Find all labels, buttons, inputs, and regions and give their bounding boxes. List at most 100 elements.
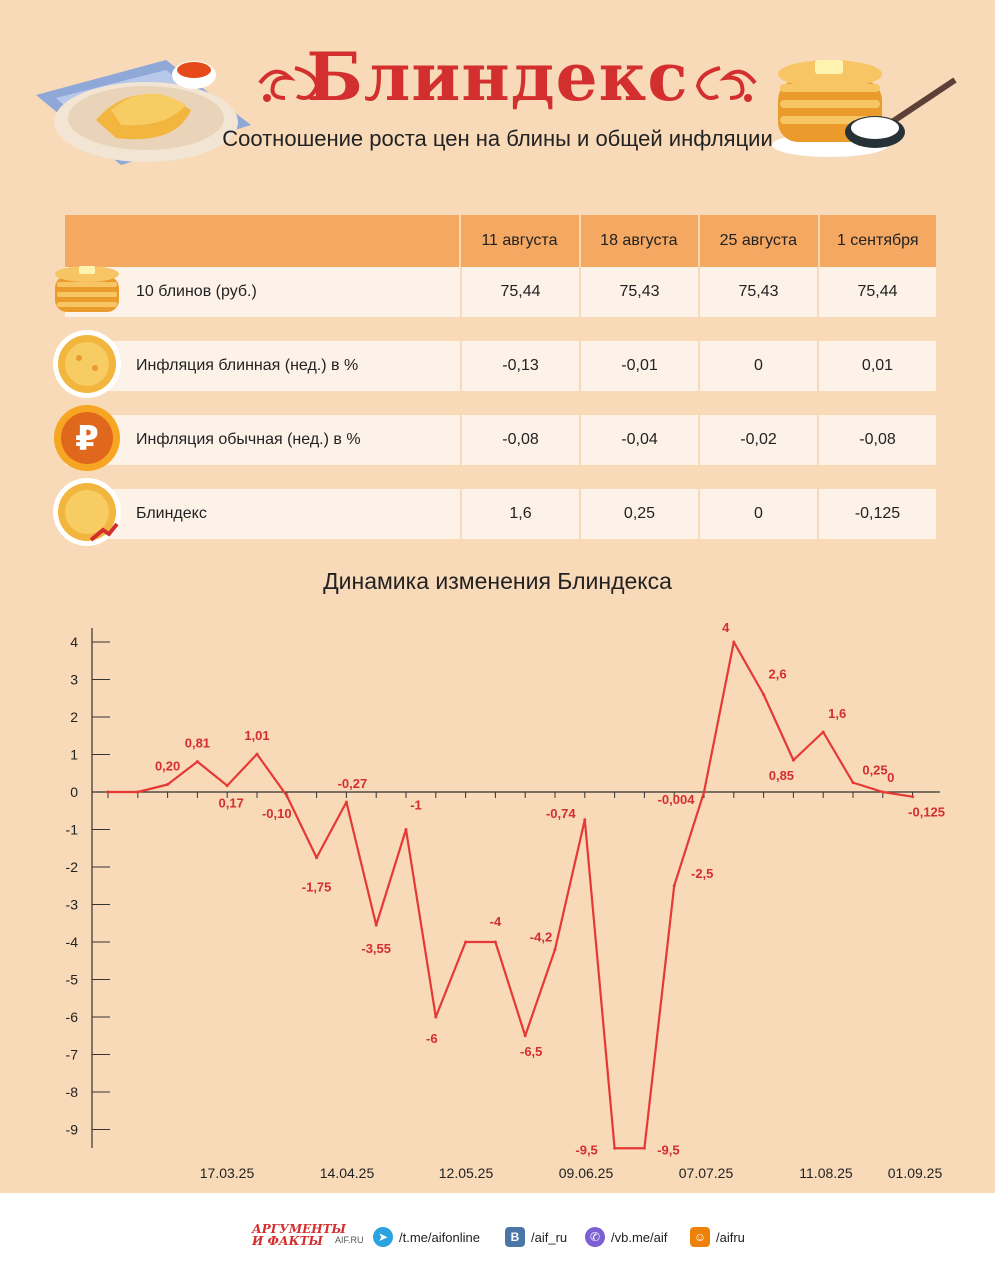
table-cell: -0,13 [460, 341, 579, 391]
y-tick-label: -9 [66, 1122, 79, 1138]
viber-link[interactable]: ✆ /vb.me/aif [585, 1227, 667, 1247]
data-point [911, 795, 915, 799]
y-tick-label: 3 [70, 672, 78, 688]
data-label: 4 [722, 620, 730, 635]
table-cell: 0 [698, 489, 817, 539]
telegram-link[interactable]: ➤ /t.me/aifonline [373, 1227, 480, 1247]
data-label: -3,55 [361, 941, 391, 956]
table-header: 11 августа 18 августа 25 августа 1 сентя… [65, 215, 936, 267]
data-label: 1,6 [828, 706, 846, 721]
y-tick-label: -8 [66, 1084, 79, 1100]
table-cell: 0 [698, 341, 817, 391]
data-label: -6 [426, 1031, 438, 1046]
y-tick-label: -6 [66, 1009, 79, 1025]
pancake-arrow-icon [53, 478, 121, 546]
table-cell: -0,01 [579, 341, 698, 391]
data-point [553, 948, 557, 951]
data-label: -0,74 [546, 806, 576, 821]
data-label: 0,20 [155, 759, 180, 774]
data-label: -0,10 [262, 806, 292, 821]
data-label: 1,01 [244, 728, 269, 743]
x-tick-label: 14.04.25 [320, 1165, 375, 1181]
table-cell: -0,08 [460, 415, 579, 465]
column-header: 11 августа [459, 215, 578, 267]
data-point [523, 1034, 527, 1038]
data-point [881, 790, 885, 794]
vk-icon: В [505, 1227, 525, 1247]
y-tick-label: 2 [70, 709, 78, 725]
footer: АРГУМЕНТЫ И ФАКТЫ AIF.RU ➤ /t.me/aifonli… [0, 1193, 995, 1271]
x-tick-label: 12.05.25 [439, 1165, 494, 1181]
data-point [672, 884, 676, 888]
odnoklassniki-link[interactable]: ☺ /aifru [690, 1227, 745, 1247]
x-tick-label: 17.03.25 [200, 1165, 255, 1181]
data-label: 0,81 [185, 736, 210, 751]
data-label: -9,5 [657, 1142, 679, 1157]
svg-text:₽: ₽ [75, 419, 99, 459]
column-header: 25 августа [698, 215, 817, 267]
table-cell: 0,25 [579, 489, 698, 539]
column-header: 18 августа [578, 215, 698, 267]
data-label: -2,5 [691, 866, 713, 881]
data-point [702, 790, 706, 794]
data-point [464, 940, 468, 944]
data-label: -6,5 [520, 1044, 542, 1059]
data-point [762, 693, 766, 696]
row-label: Инфляция обычная (нед.) в % [136, 431, 361, 448]
row-label: 10 блинов (руб.) [136, 283, 257, 300]
data-label: -0,125 [908, 805, 945, 820]
telegram-icon: ➤ [373, 1227, 393, 1247]
page-title: Блиндекс [306, 38, 689, 116]
data-point [613, 1146, 617, 1150]
data-point [315, 856, 319, 860]
x-tick-label: 01.09.25 [888, 1165, 943, 1181]
x-tick-label: 09.06.25 [559, 1165, 614, 1181]
data-point [374, 923, 378, 927]
data-label: 0,85 [769, 768, 794, 783]
pancake-icon [53, 330, 121, 398]
y-tick-label: 4 [70, 634, 78, 650]
data-point [642, 1146, 646, 1150]
data-label: -0,004 [658, 792, 696, 807]
data-label: -9,5 [575, 1142, 597, 1157]
pancake-stack-icon [55, 266, 119, 312]
data-point [344, 800, 348, 804]
series-line [108, 640, 913, 1150]
table-cell: 75,44 [460, 267, 579, 317]
data-label: 2,6 [769, 667, 787, 682]
data-point [195, 760, 199, 764]
data-point [732, 640, 736, 644]
data-point [136, 790, 140, 794]
odnoklassniki-icon: ☺ [690, 1227, 710, 1247]
data-label: -1,75 [302, 880, 332, 895]
table-row: Блиндекс 1,6 0,25 0 -0,125 [53, 478, 936, 546]
blindex-table: 11 августа 18 августа 25 августа 1 сентя… [53, 215, 936, 546]
y-tick-label: -4 [66, 934, 79, 950]
column-header: 1 сентября [817, 215, 936, 267]
y-tick-label: -5 [66, 972, 79, 988]
page-subtitle: Соотношение роста цен на блины и общей и… [222, 126, 773, 151]
table-cell: -0,02 [698, 415, 817, 465]
pancake-plate-icon [36, 60, 251, 165]
table-row: 10 блинов (руб.) 75,44 75,43 75,43 75,44 [55, 266, 936, 317]
x-tick-label: 11.08.25 [799, 1165, 853, 1181]
data-point [285, 794, 289, 798]
table-cell: 75,43 [579, 267, 698, 317]
data-label: -1 [410, 798, 422, 813]
table-row: Инфляция блинная (нед.) в % -0,13 -0,01 … [53, 330, 936, 398]
header: Блиндекс Соотношение роста цен на блины … [0, 0, 995, 190]
table-cell: -0,125 [817, 489, 936, 539]
data-point [404, 828, 408, 831]
row-label: Инфляция блинная (нед.) в % [136, 357, 359, 374]
data-label: 0,17 [219, 796, 244, 811]
data-label: -4,2 [530, 930, 552, 945]
data-point [255, 752, 259, 756]
ornament-icon [258, 66, 320, 102]
vk-link[interactable]: В /aif_ru [505, 1227, 567, 1247]
data-label: -0,27 [338, 776, 368, 791]
data-point [583, 818, 587, 822]
y-tick-label: -2 [66, 859, 79, 875]
data-label: 0,25 [862, 763, 887, 778]
ruble-coin-icon: ₽ [54, 405, 120, 471]
row-label: Блиндекс [136, 505, 207, 522]
